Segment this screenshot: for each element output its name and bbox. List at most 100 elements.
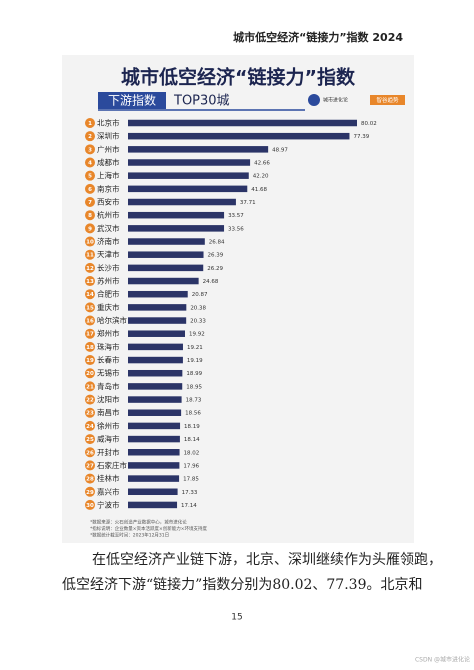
bar [128,356,183,364]
value-label: 48.97 [272,147,288,153]
rank-number: 26 [86,450,94,456]
bar [128,435,180,443]
category-label: 北京市 [97,118,120,128]
value-label: 17.96 [183,463,199,469]
category-label: 上海市 [97,170,120,180]
category-label: 合肥市 [97,289,120,299]
running-title: 城市低空经济“链接力”指数 2024 [233,30,403,44]
bar [128,172,249,179]
rank-number: 22 [86,398,94,404]
rank-number: 25 [86,437,94,443]
value-label: 18.99 [186,371,202,377]
rank-number: 19 [86,358,94,364]
bar [128,462,180,469]
rank-badge [85,210,95,221]
category-label: 珠海市 [97,341,120,351]
subtitle-tag: 下游指数 [108,93,156,108]
rank-badge [85,328,95,339]
category-label: 苏州市 [97,276,120,286]
subtitle-tag-box [98,92,166,109]
bar [128,277,199,285]
bar [128,488,178,496]
rank-number: 29 [86,490,94,496]
rank-badge [85,157,95,168]
category-label: 长春市 [97,355,120,365]
category-label: 威海市 [97,434,120,444]
rank-badge [85,315,95,326]
rank-badge [85,223,95,234]
footnotes: *数据来源：火石创造产业数据中心，城市进化论*指标说明：企业数量×资本活跃度×创… [90,519,208,539]
body-line: 在低空经济产业链下游，北京、深圳继续作为头雁领跑， [92,551,442,568]
category-label: 桂林市 [97,473,120,483]
rank-number: 5 [88,174,92,180]
category-label: 南京市 [97,183,120,193]
category-label: 无锡市 [97,368,120,378]
bar [128,383,183,390]
value-label: 18.02 [184,450,200,456]
rank-number: 21 [86,384,94,390]
rank-badge [85,368,95,379]
value-label: 24.68 [203,279,219,285]
bar [128,409,182,416]
category-label: 嘉兴市 [97,486,120,496]
rank-badge [85,276,95,287]
rank-badge [85,394,95,405]
value-label: 18.56 [185,411,201,417]
rank-badge [85,170,95,181]
logo-icon [308,94,320,106]
rank-badge [85,341,95,352]
rank-number: 30 [86,503,94,509]
bar [128,225,225,232]
rank-badge [85,262,95,273]
rank-number: 16 [86,319,94,325]
rank-badge [85,407,95,418]
bar [128,132,350,140]
rank-number: 4 [88,161,92,167]
rank-badge [85,197,95,208]
rank-badge [85,355,95,366]
value-label: 33.57 [228,213,244,219]
bar [128,449,180,456]
rank-number: 15 [86,305,94,311]
footnote: *数据统计截至时间：2023年12月31日 [90,532,169,539]
value-label: 19.92 [189,332,205,338]
category-label: 重庆市 [97,302,120,312]
rank-number: 20 [86,371,94,377]
rank-number: 9 [88,226,92,232]
rank-badge [85,131,95,142]
category-label: 青岛市 [97,381,120,391]
rank-number: 18 [86,345,94,351]
body-line: 低空经济下游“链接力”指数分别为80.02、77.39。北京和 [62,576,422,593]
rank-number: 11 [86,253,94,259]
bar [128,251,204,258]
rank-badge [85,302,95,313]
category-label: 西安市 [97,197,120,207]
rank-badge [85,499,95,510]
rank-badge [85,460,95,471]
rank-badge [85,486,95,497]
bar [128,422,181,430]
rank-number: 13 [86,279,94,285]
rank-number: 12 [86,266,94,272]
bar [128,304,187,311]
rank-badge [85,420,95,431]
rank-badge [85,289,95,300]
rank-number: 14 [86,292,94,298]
bar [128,343,183,351]
category-label: 徐州市 [97,420,120,430]
rank-badge [85,381,95,392]
category-label: 宁波市 [97,499,120,509]
bar [128,330,186,337]
value-label: 20.38 [190,305,206,311]
category-label: 济南市 [97,236,120,246]
value-label: 17.33 [182,490,198,496]
bar [128,119,357,127]
logo-text: 城市进化论 [323,97,348,104]
value-label: 42.20 [253,174,269,180]
category-label: 广州市 [97,144,120,154]
bar [128,146,269,153]
bar [128,238,205,245]
rank-number: 28 [86,477,94,483]
rank-number: 10 [86,240,94,246]
